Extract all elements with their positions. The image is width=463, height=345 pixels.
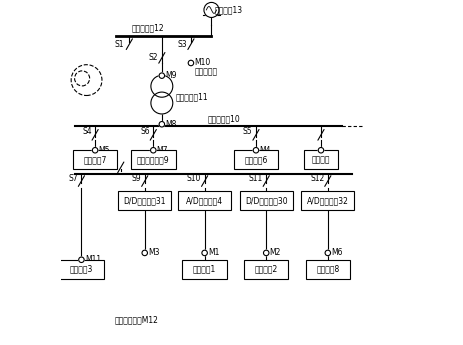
FancyBboxPatch shape [73, 150, 117, 169]
Circle shape [150, 92, 172, 114]
Circle shape [142, 250, 147, 256]
Text: S2: S2 [149, 53, 158, 62]
Text: 公共连接点: 公共连接点 [194, 67, 217, 76]
Circle shape [318, 148, 323, 153]
Circle shape [79, 257, 84, 263]
Text: S1: S1 [114, 40, 124, 49]
Text: 光电单元2: 光电单元2 [254, 265, 277, 274]
Text: S8: S8 [107, 161, 117, 170]
Text: S5: S5 [243, 127, 252, 136]
Text: 交流负荷6: 交流负荷6 [244, 155, 267, 164]
Text: M8: M8 [165, 120, 176, 129]
Text: M4: M4 [259, 146, 270, 155]
Text: M10: M10 [194, 59, 210, 68]
Text: M3: M3 [148, 248, 159, 257]
Text: 油电单元8: 油电单元8 [315, 265, 339, 274]
Text: M5: M5 [98, 146, 110, 155]
Text: 风电单元1: 风电单元1 [193, 265, 216, 274]
Text: M1: M1 [207, 248, 219, 257]
FancyBboxPatch shape [239, 191, 292, 210]
Text: S3: S3 [177, 40, 187, 49]
Circle shape [159, 121, 164, 127]
Text: 交流负荷: 交流负荷 [311, 155, 330, 164]
Text: A/D转换单元32: A/D转换单元32 [306, 196, 348, 205]
FancyBboxPatch shape [305, 260, 349, 279]
FancyBboxPatch shape [118, 191, 171, 210]
FancyBboxPatch shape [59, 260, 103, 279]
Text: S11: S11 [248, 174, 262, 183]
Circle shape [150, 75, 172, 97]
Text: 逆变单元7: 逆变单元7 [83, 155, 106, 164]
FancyBboxPatch shape [300, 191, 354, 210]
Circle shape [325, 250, 330, 256]
Text: 无功补偿单元9: 无功补偿单元9 [137, 155, 169, 164]
Text: D/D转换单元30: D/D转换单元30 [244, 196, 287, 205]
FancyBboxPatch shape [178, 191, 231, 210]
Text: S6: S6 [140, 127, 150, 136]
Text: M6: M6 [331, 248, 342, 257]
Text: S7: S7 [68, 174, 78, 183]
Text: M2: M2 [269, 248, 281, 257]
Circle shape [92, 148, 98, 153]
Text: D/D转换单元31: D/D转换单元31 [123, 196, 166, 205]
FancyBboxPatch shape [233, 150, 278, 169]
Circle shape [150, 148, 156, 153]
Circle shape [204, 2, 219, 18]
FancyBboxPatch shape [303, 150, 338, 169]
Text: M7: M7 [156, 146, 168, 155]
Text: 储能测量单元M12: 储能测量单元M12 [114, 315, 158, 324]
Circle shape [263, 250, 269, 256]
Text: 中压交流网12: 中压交流网12 [131, 23, 164, 32]
FancyBboxPatch shape [131, 150, 175, 169]
Text: S4: S4 [82, 127, 92, 136]
Circle shape [201, 250, 207, 256]
FancyBboxPatch shape [244, 260, 288, 279]
Text: S10: S10 [187, 174, 201, 183]
Text: M9: M9 [165, 71, 176, 80]
Text: 低压交流网10: 低压交流网10 [207, 114, 240, 123]
Text: S9: S9 [131, 174, 141, 183]
Text: 外网电源13: 外网电源13 [214, 6, 243, 14]
Text: A/D转换单元4: A/D转换单元4 [186, 196, 223, 205]
Text: M11: M11 [85, 255, 101, 264]
Text: S12: S12 [309, 174, 324, 183]
FancyBboxPatch shape [182, 260, 226, 279]
Circle shape [253, 148, 258, 153]
Circle shape [188, 60, 193, 66]
Circle shape [159, 73, 164, 78]
Text: 交流变压器11: 交流变压器11 [175, 93, 208, 102]
Text: 储能阵列3: 储能阵列3 [69, 265, 93, 274]
